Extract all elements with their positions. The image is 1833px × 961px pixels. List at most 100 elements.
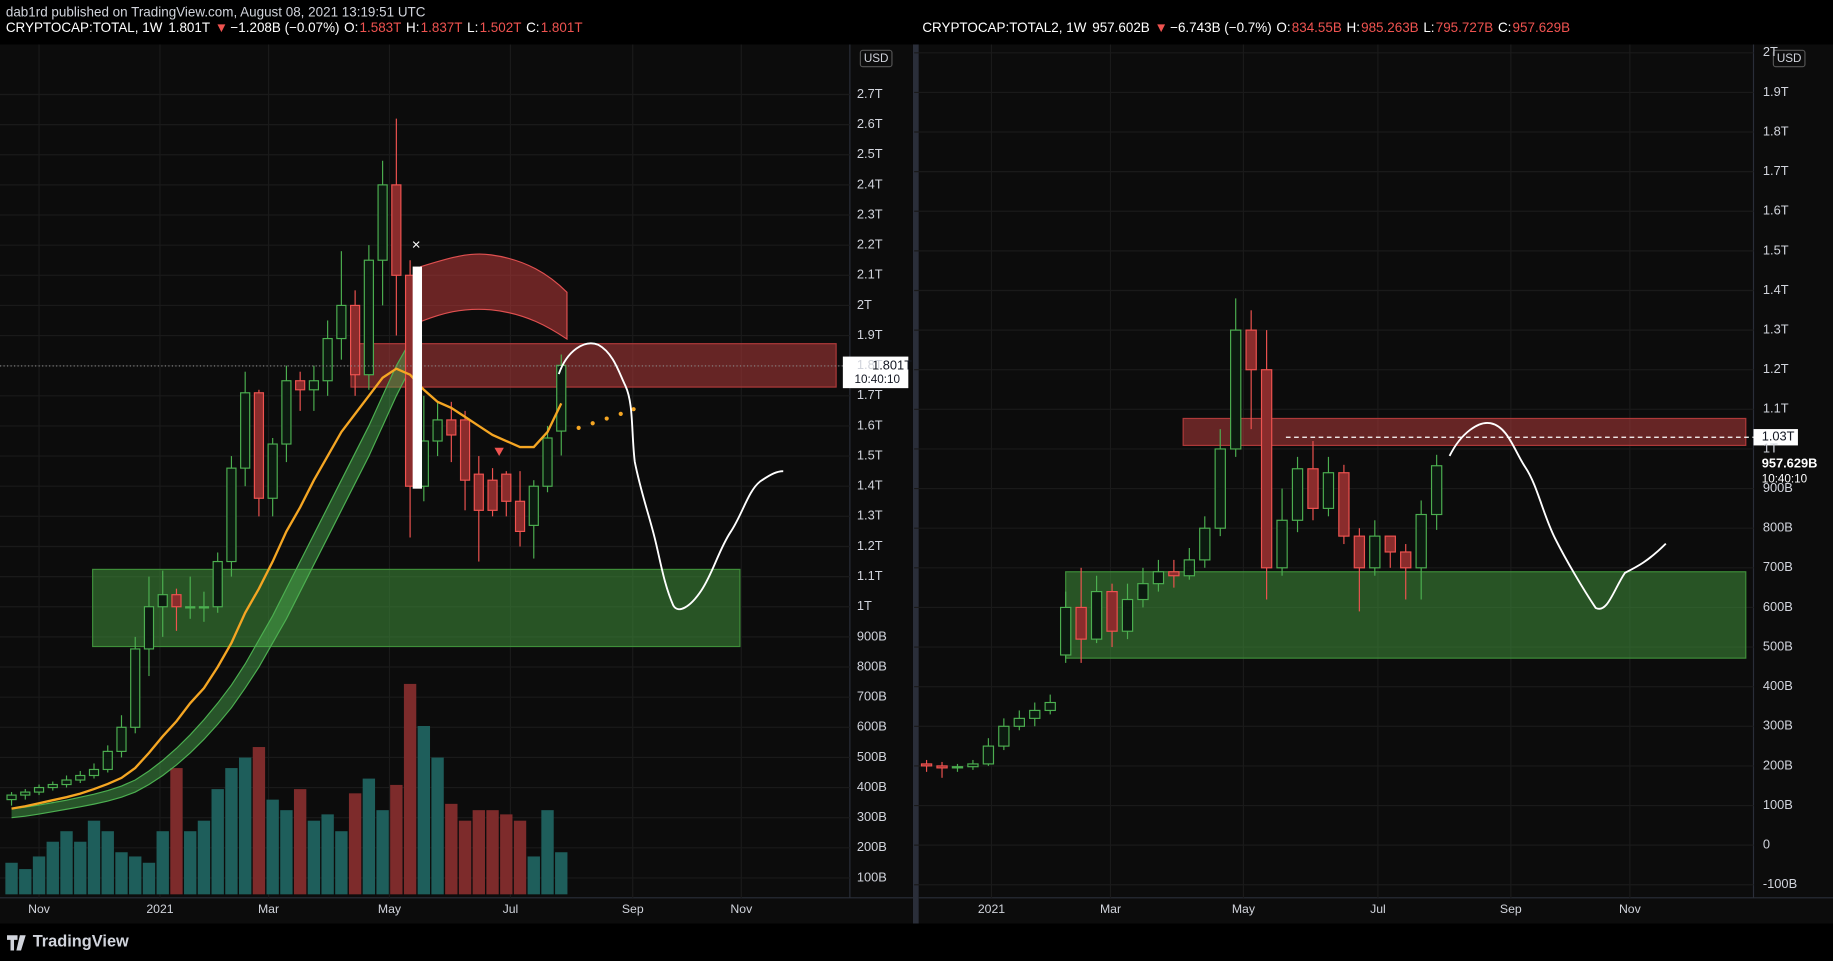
volume-bar <box>555 852 568 895</box>
y-tick-label: 0 <box>1763 837 1770 852</box>
legend: CRYPTOCAP:TOTAL, 1W 1.801T ▼ −1.208B (−0.07… <box>6 20 583 35</box>
y-tick-label: 900B <box>857 628 887 643</box>
projection-dots <box>576 407 636 430</box>
candle-body <box>88 768 100 777</box>
currency-badge <box>1772 49 1806 68</box>
volume-bar <box>445 803 458 895</box>
volume-bar <box>527 856 540 895</box>
volume-bar <box>211 789 224 895</box>
candle-body <box>528 485 539 526</box>
y-tick-label: 1.8T <box>1763 123 1789 138</box>
y-tick-label: 1.6T <box>857 417 883 432</box>
candle-body <box>1106 591 1118 632</box>
ohlc-value: 834.55B <box>1292 20 1342 35</box>
volume-bar <box>60 831 73 895</box>
candle-body <box>185 606 196 609</box>
candle-body <box>322 337 333 382</box>
highlight-rect <box>412 266 423 489</box>
y-tick-label: 1.7T <box>1763 163 1789 178</box>
last-price: 1.801T <box>872 357 912 372</box>
candle-body <box>143 606 155 650</box>
y-tick-label: 100B <box>857 869 887 884</box>
volume-bar <box>129 856 142 895</box>
y-tick-label: 1.2T <box>1763 361 1789 376</box>
volume-bar <box>431 757 444 895</box>
y-tick-label: 2.3T <box>857 206 883 221</box>
candle-body <box>936 765 948 769</box>
candle-body <box>363 259 374 376</box>
volume-bar <box>197 820 211 895</box>
candle-body <box>102 750 113 771</box>
volume-bar <box>266 799 279 895</box>
candle-body <box>556 364 567 432</box>
candle-body <box>295 380 306 391</box>
y-tick-label: 1.1T <box>1763 401 1789 416</box>
y-tick-label: 200B <box>1763 757 1793 772</box>
last-price: 957.629B <box>1762 456 1818 471</box>
band-area <box>11 341 411 818</box>
y-tick-label: 1.9T <box>857 327 883 342</box>
candle-body <box>1291 468 1304 521</box>
candle-body <box>1199 527 1211 561</box>
change: −1.208B (−0.07%) <box>230 20 339 35</box>
brand-name: TradingView <box>33 933 129 951</box>
volume-bar <box>156 831 169 895</box>
candle-body <box>267 443 278 499</box>
candle-body <box>33 786 45 793</box>
candle-body <box>226 467 237 563</box>
currency: USD <box>1777 52 1802 65</box>
y-tick-label: 1.4T <box>1763 282 1789 297</box>
volume-bar <box>115 852 128 895</box>
volume-bar <box>74 841 87 895</box>
y-tick-label: 300B <box>1763 718 1793 733</box>
ohlc-value: 985.263B <box>1361 20 1419 35</box>
y-tick-label: 1.3T <box>857 508 883 523</box>
ohlc-key: O: <box>1276 20 1290 35</box>
y-tick-label: 1.4T <box>857 478 883 493</box>
volume-bar <box>87 820 101 895</box>
y-tick-label: 900B <box>1763 480 1793 495</box>
candle-body <box>473 473 484 511</box>
price: 957.602B <box>1092 20 1150 35</box>
y-tick-label: 500B <box>857 749 887 764</box>
y-tick-label: 400B <box>857 779 887 794</box>
symbol: CRYPTOCAP:TOTAL, 1W <box>6 20 163 35</box>
x-tick-label: Nov <box>1619 902 1642 916</box>
x-tick-label: 2021 <box>146 902 173 916</box>
y-tick-label: 2.4T <box>857 176 883 191</box>
y-tick-label: 600B <box>857 719 887 734</box>
y-tick-label: 1.8T <box>857 357 883 372</box>
y-tick-label: 200B <box>857 839 887 854</box>
candle-body <box>1384 535 1396 553</box>
candle-body <box>1137 583 1149 601</box>
left-panel <box>0 44 913 924</box>
candle-body <box>171 594 182 608</box>
y-tick-label: 700B <box>857 689 887 704</box>
ohlc-value: 1.583T <box>360 20 402 35</box>
ohlc-value: 1.502T <box>480 20 522 35</box>
y-tick-label: 1.3T <box>1763 321 1789 336</box>
y-tick-label: 2T <box>1763 44 1778 59</box>
y-tick-label: 300B <box>857 809 887 824</box>
candle-body <box>130 648 141 728</box>
candle-body <box>1121 598 1134 632</box>
ohlc-key: C: <box>1498 20 1511 35</box>
band-edge <box>11 368 411 819</box>
volume-bar <box>321 814 334 895</box>
volume-bar <box>335 831 348 895</box>
volume-bar <box>362 778 376 895</box>
candle-body <box>920 763 933 767</box>
volume-bar <box>46 841 59 895</box>
y-tick-label: 1.5T <box>1763 242 1789 257</box>
y-tick-label: 2.7T <box>857 86 883 101</box>
candle-body <box>1338 472 1350 537</box>
y-tick-label: 1T <box>857 598 872 613</box>
change-arrow: ▼ <box>1154 20 1167 35</box>
volume-bar <box>252 747 266 895</box>
volume-bar <box>32 856 46 895</box>
countdown: 10:40:10 <box>1762 472 1808 485</box>
x-tick-label: Sep <box>1500 902 1522 916</box>
volume-bar <box>101 831 114 895</box>
candle-body <box>253 392 265 499</box>
